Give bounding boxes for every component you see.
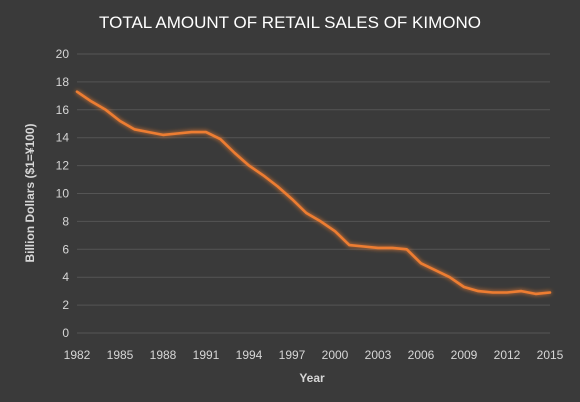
y-tick-label: 0 — [62, 326, 69, 340]
x-tick-label: 1988 — [150, 348, 177, 362]
y-tick-label: 2 — [62, 298, 69, 312]
series-line — [75, 90, 552, 296]
y-tick-label: 8 — [62, 214, 69, 228]
x-tick-label: 2009 — [451, 348, 478, 362]
x-tick-label: 2012 — [494, 348, 521, 362]
y-tick-label: 6 — [62, 242, 69, 256]
x-tick-label: 1991 — [193, 348, 220, 362]
y-axis-label: Billion Dollars ($1=¥100) — [23, 123, 37, 262]
x-tick-label: 2000 — [322, 348, 349, 362]
gridlines — [77, 53, 550, 334]
y-axis-ticks: 0 2 4 6 8 10 12 14 16 18 20 — [56, 47, 70, 340]
y-tick-label: 12 — [56, 159, 70, 173]
y-tick-label: 4 — [62, 270, 69, 284]
x-tick-label: 1997 — [279, 348, 306, 362]
y-tick-label: 14 — [56, 131, 70, 145]
x-tick-label: 1985 — [107, 348, 134, 362]
chart-title: TOTAL AMOUNT OF RETAIL SALES OF KIMONO — [99, 13, 481, 32]
y-tick-label: 18 — [56, 75, 70, 89]
x-tick-label: 1982 — [64, 348, 91, 362]
y-tick-label: 20 — [56, 47, 70, 61]
x-tick-label: 1994 — [236, 348, 263, 362]
x-tick-label: 2015 — [537, 348, 564, 362]
y-tick-label: 16 — [56, 103, 70, 117]
x-tick-label: 2003 — [365, 348, 392, 362]
y-tick-label: 10 — [56, 187, 70, 201]
x-tick-label: 2006 — [408, 348, 435, 362]
x-axis-label: Year — [299, 371, 325, 385]
series-group — [75, 90, 552, 296]
x-axis-ticks: 1982 1985 1988 1991 1994 1997 2000 2003 2006 2009… — [64, 348, 564, 362]
